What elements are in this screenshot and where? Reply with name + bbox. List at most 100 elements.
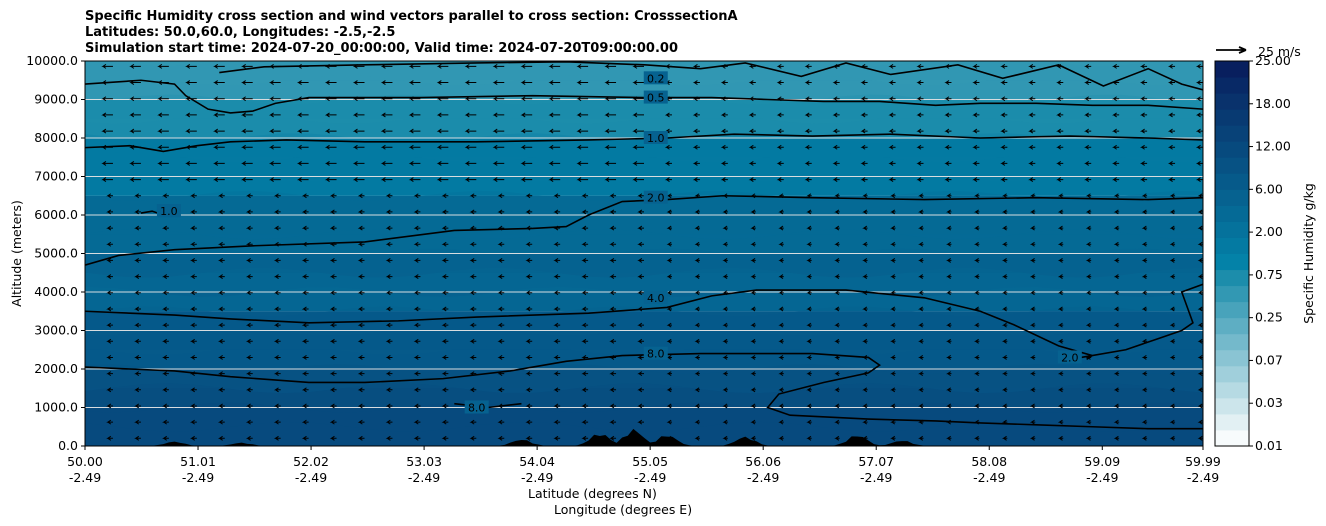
wind-arrow xyxy=(890,225,896,231)
wind-arrow xyxy=(609,387,617,393)
wind-arrow xyxy=(385,403,393,409)
wind-arrow xyxy=(162,258,169,263)
wind-arrow xyxy=(268,112,281,118)
wind-arrow xyxy=(834,290,840,296)
wind-arrow xyxy=(890,355,896,360)
wind-arrow xyxy=(637,241,644,247)
wind-arrow xyxy=(750,387,756,393)
wind-arrow xyxy=(385,322,393,328)
wind-arrow xyxy=(720,160,728,166)
wind-arrow xyxy=(1169,355,1176,360)
humidity-sub-band xyxy=(85,171,1203,196)
wind-arrow xyxy=(301,193,309,199)
wind-arrow xyxy=(497,209,505,215)
wind-arrow xyxy=(380,112,393,118)
wind-arrow xyxy=(720,128,728,134)
humidity-sub-band xyxy=(85,94,1203,119)
wind-arrow xyxy=(357,435,365,441)
wind-arrow xyxy=(553,403,561,409)
wind-arrow xyxy=(1056,144,1064,150)
wind-arrow xyxy=(666,209,672,215)
wind-arrow xyxy=(245,371,253,377)
colorbar-swatch xyxy=(1215,125,1249,142)
wind-arrow xyxy=(1085,225,1092,231)
wind-arrow xyxy=(604,128,617,134)
contour-2.0: 2.0 xyxy=(1057,350,1093,364)
wind-arrow xyxy=(492,80,505,85)
wind-arrow xyxy=(632,177,644,182)
wind-arrow xyxy=(637,419,644,425)
wind-arrow xyxy=(185,160,197,166)
wind-arrow xyxy=(1169,322,1176,328)
wind-arrow xyxy=(1169,419,1176,425)
contour-line xyxy=(85,79,1203,114)
wind-arrow xyxy=(581,322,589,328)
wind-arrow xyxy=(1056,160,1064,166)
wind-arrow xyxy=(190,306,197,312)
wind-arrow xyxy=(157,96,169,102)
contour-line xyxy=(85,133,1203,153)
wind-arrow xyxy=(520,144,533,150)
wind-arrow xyxy=(441,403,449,409)
wind-arrow xyxy=(134,322,141,328)
wind-arrow xyxy=(324,112,337,118)
colorbar-swatch xyxy=(1215,397,1249,415)
wind-arrow xyxy=(357,306,365,312)
wind-arrow xyxy=(301,387,309,393)
wind-arrow xyxy=(1029,419,1036,425)
contour-label-bg xyxy=(643,346,668,360)
wind-arrow xyxy=(525,371,533,377)
wind-arrow xyxy=(469,274,477,280)
wind-arrow xyxy=(1113,338,1120,344)
wind-arrow xyxy=(245,387,253,393)
wind-arrow xyxy=(241,128,253,134)
wind-arrow xyxy=(581,241,589,247)
wind-arrow xyxy=(497,258,505,263)
wind-arrow xyxy=(860,80,868,85)
wind-arrow xyxy=(245,290,253,296)
wind-arrow xyxy=(101,96,113,102)
wind-arrow xyxy=(832,112,840,118)
wind-arrow xyxy=(436,160,449,166)
wind-arrow xyxy=(245,209,253,215)
wind-arrow xyxy=(129,128,141,134)
wind-arrow xyxy=(1001,435,1008,441)
wind-arrow xyxy=(134,274,141,280)
wind-arrow xyxy=(778,387,784,393)
wind-arrow xyxy=(666,371,672,377)
wind-arrow xyxy=(804,112,812,118)
wind-arrow xyxy=(888,96,896,102)
wind-arrow xyxy=(1197,225,1203,231)
wind-arrow xyxy=(525,193,533,199)
wind-arrow xyxy=(106,225,113,231)
wind-arrow xyxy=(190,322,197,328)
wind-arrow xyxy=(1057,209,1064,215)
wind-arrow xyxy=(441,435,449,441)
wind-arrow xyxy=(609,193,617,199)
humidity-sub-band xyxy=(85,306,1203,331)
wind-arrow xyxy=(357,290,365,296)
wind-arrow xyxy=(946,338,952,344)
wind-arrow xyxy=(106,258,113,263)
wind-arrow xyxy=(666,403,672,409)
contour-label-bg xyxy=(156,204,181,218)
wind-arrow xyxy=(469,338,477,344)
wind-arrow xyxy=(101,160,113,166)
wind-arrow xyxy=(162,387,169,393)
wind-arrow xyxy=(408,160,421,166)
wind-arrow xyxy=(946,241,952,247)
wind-arrow xyxy=(860,112,868,118)
wind-arrow xyxy=(134,419,141,425)
wind-arrow xyxy=(832,144,840,150)
wind-arrow xyxy=(1112,144,1120,150)
wind-arrow xyxy=(862,193,868,199)
wind-arrow xyxy=(241,80,253,85)
wind-arrow xyxy=(190,403,197,409)
wind-arrow xyxy=(1085,258,1092,263)
wind-arrow xyxy=(106,306,113,312)
wind-arrow xyxy=(525,290,533,296)
wind-arrow xyxy=(245,322,253,328)
wind-arrow xyxy=(134,258,141,263)
wind-arrow xyxy=(946,225,952,231)
wind-arrow xyxy=(385,371,393,377)
